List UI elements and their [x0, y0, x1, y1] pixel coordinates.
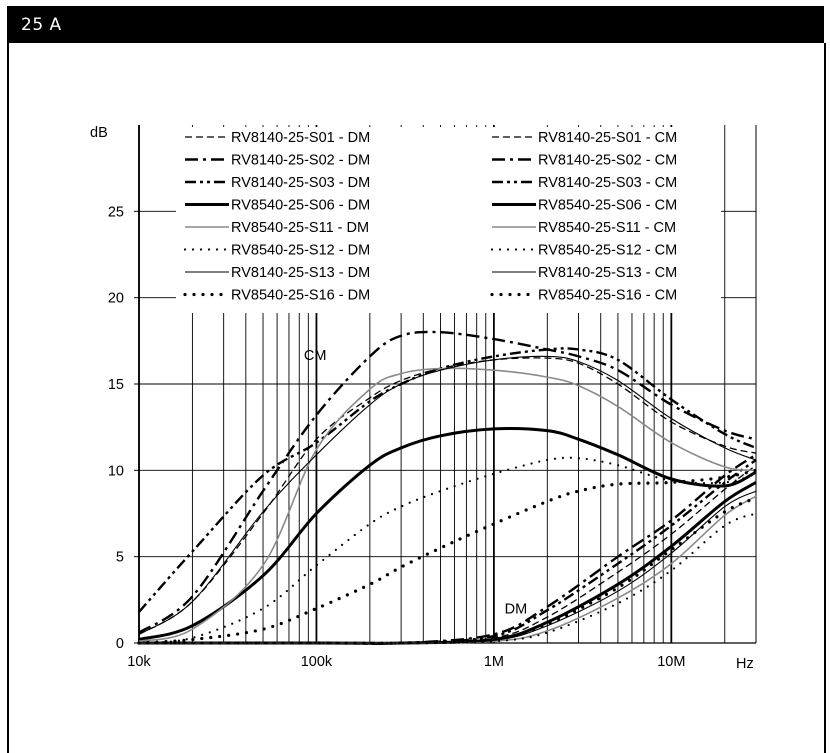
y-tick-label-0: 0	[116, 636, 124, 652]
legend-label-1: RV8140-25-S02 - DM	[231, 153, 370, 169]
series-line-9	[138, 330, 757, 634]
page-title: 25 A	[21, 15, 62, 35]
legend-label-7: RV8540-25-S16 - DM	[231, 288, 370, 304]
series-layer	[137, 330, 758, 645]
series-line-10	[138, 347, 757, 613]
legend-label-10: RV8140-25-S03 - CM	[538, 175, 677, 191]
legend-label-12: RV8540-25-S11 - CM	[538, 220, 676, 236]
y-tick-label-2: 10	[108, 463, 124, 479]
x-tick-label-3: 10M	[657, 654, 685, 670]
legend-label-15: RV8540-25-S16 - CM	[538, 288, 677, 304]
annotation-0: CM	[304, 348, 327, 364]
legend-label-5: RV8540-25-S12 - DM	[231, 243, 370, 259]
y-tick-label-1: 5	[116, 550, 124, 566]
legend-background	[176, 127, 721, 313]
series-line-15	[137, 468, 758, 645]
series-line-14	[138, 355, 757, 635]
x-tick-label-0: 10k	[127, 654, 151, 670]
y-tick-label-3: 15	[108, 377, 124, 393]
legend-label-11: RV8540-25-S06 - CM	[538, 198, 677, 214]
legend-label-2: RV8140-25-S03 - DM	[231, 175, 370, 191]
y-tick-label-5: 25	[108, 204, 124, 220]
x-tick-label-2: 1M	[484, 654, 504, 670]
legend-label-8: RV8140-25-S01 - CM	[538, 130, 677, 146]
axis-labels: 10k 100k 1M 10M 0 5 10 15 20 25 dB Hz CM DM	[90, 125, 754, 672]
series-line-6	[139, 490, 757, 644]
legend-label-6: RV8140-25-S13 - DM	[231, 265, 370, 281]
series-line-11	[138, 427, 757, 641]
legend-label-13: RV8540-25-S12 - CM	[538, 243, 677, 259]
y-tick-label-4: 20	[108, 291, 124, 307]
series-line-1	[139, 453, 757, 645]
y-axis-label: dB	[90, 125, 108, 141]
legend-label-9: RV8140-25-S02 - CM	[538, 153, 677, 169]
legend-label-0: RV8140-25-S01 - DM	[231, 130, 370, 146]
series-line-13	[137, 456, 758, 645]
legend-label-14: RV8140-25-S13 - CM	[538, 265, 677, 281]
x-tick-label-1: 100k	[301, 654, 333, 670]
panel-frame	[7, 43, 826, 753]
header-bar: 25 A	[7, 6, 824, 43]
annotation-1: DM	[505, 602, 528, 618]
legend-label-3: RV8540-25-S06 - DM	[231, 198, 370, 214]
legend-label-4: RV8540-25-S11 - DM	[231, 220, 369, 236]
series-line-12	[138, 367, 757, 643]
x-axis-label: Hz	[736, 656, 754, 672]
legend: RV8140-25-S01 - DM RV8140-25-S02 - DM RV81…	[176, 127, 721, 313]
